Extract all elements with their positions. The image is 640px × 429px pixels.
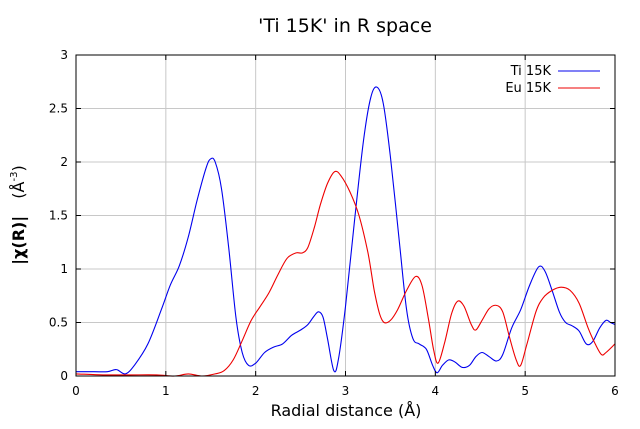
y-axis-label-unit-close: ) [9, 165, 28, 171]
y-axis-label: |χ(R)| (Å-3) [9, 165, 29, 264]
y-tick-label: 1 [60, 262, 68, 276]
x-tick-label: 4 [432, 384, 440, 398]
x-tick-label: 2 [252, 384, 260, 398]
y-axis-label-main: |χ(R)| [9, 216, 29, 265]
x-tick-label: 5 [521, 384, 529, 398]
y-axis-label-unit: (Å [9, 181, 28, 198]
x-tick-label: 1 [162, 384, 170, 398]
series-line-ti-15k [76, 86, 616, 375]
x-tick-label: 3 [342, 384, 350, 398]
plot-series [75, 86, 616, 377]
y-tick-label: 1.5 [49, 209, 68, 223]
y-tick-label: 2 [60, 155, 68, 169]
y-tick-label: 2.5 [49, 102, 68, 116]
x-axis-label: Radial distance (Å) [271, 401, 422, 420]
series-line-eu-15k [75, 170, 616, 377]
grid [76, 55, 615, 376]
axis-ticks: 0 1 2 3 4 5 6 0 0.5 1 1.5 2 2.5 3 [49, 48, 619, 398]
y-tick-label: 0.5 [49, 316, 68, 330]
x-tick-label: 0 [72, 384, 80, 398]
y-tick-label: 3 [60, 48, 68, 62]
y-axis-label-unit-exp: -3 [9, 172, 20, 182]
svg-text:|χ(R)| (Å-3): |χ(R)| (Å-3) [9, 165, 29, 264]
legend-label-ti-15k: Ti 15K [510, 64, 552, 79]
chart-title: 'Ti 15K' in R space [258, 15, 432, 37]
y-tick-label: 0 [60, 369, 68, 383]
legend: Ti 15K Eu 15K [505, 64, 600, 96]
legend-label-eu-15k: Eu 15K [505, 81, 551, 96]
x-tick-label: 6 [611, 384, 619, 398]
